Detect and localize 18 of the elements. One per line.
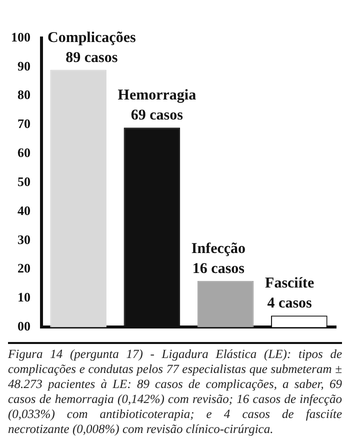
y-tick-label: 10: [18, 290, 30, 305]
data-label: Hemorragia 69 casos: [118, 88, 197, 124]
data-label: Complicações 89 casos: [48, 30, 136, 66]
bar: [50, 70, 106, 328]
y-tick-label: 40: [18, 202, 30, 218]
data-label: Infecção 16 casos: [191, 240, 246, 277]
y-tick-label: 60: [18, 145, 30, 160]
y-tick-label: 80: [18, 87, 30, 102]
data-label: Fasciíte 4 casos: [265, 276, 315, 312]
bar: [197, 280, 254, 328]
y-tick-label: 50: [18, 174, 30, 189]
y-tick-label: 30: [18, 232, 30, 247]
text: Figura 14 (pergunta 17) - Ligadura Elástica (LE): tipos de complicações e condutas pelos 77 especialistas que submeteram ± 48.273 pacientes à LE: 89 casos de complicações, a saber, 69 casos de hemorragia (0,142%) com revisão; 16 casos de infecção (0,033%) com antibioticoterapia; e 4 casos de fasciíte necrotizante (0,008%) com revisão clínico-cirúrgica.: [8, 347, 342, 437]
y-tick-label: 100: [11, 29, 30, 44]
y-tick-label: 00: [18, 318, 30, 334]
y-tick-label: 20: [18, 260, 30, 276]
y-tick-label: 70: [18, 116, 30, 132]
y-tick-label: 90: [18, 58, 30, 74]
